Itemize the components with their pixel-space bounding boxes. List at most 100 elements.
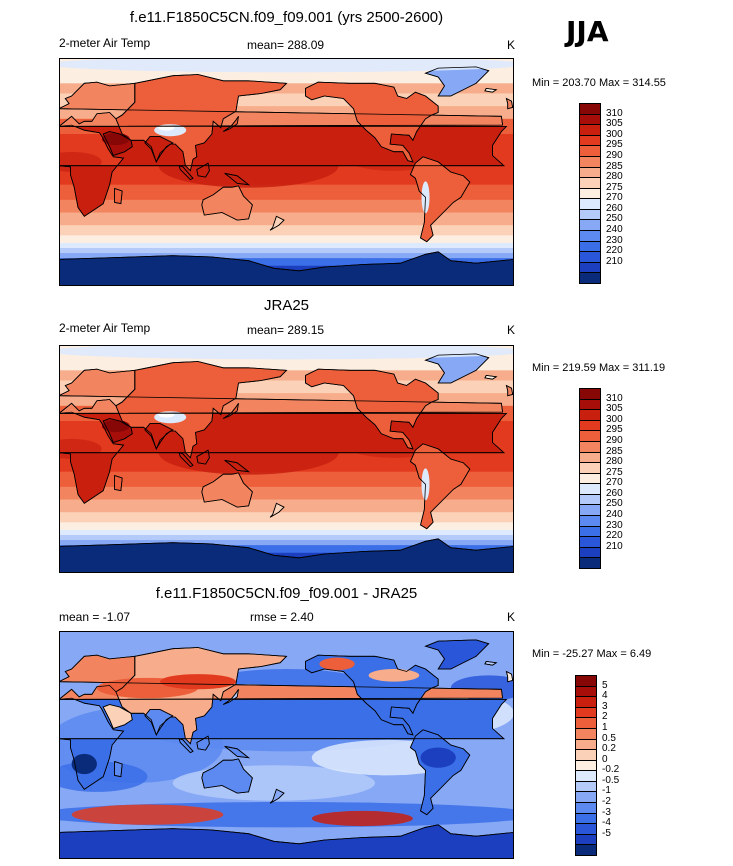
- colorbar-tick-label: 2: [602, 711, 608, 723]
- colorbar-tick-label: -5: [602, 827, 611, 839]
- colorbar-tick-label: 260: [606, 202, 623, 214]
- colorbar-tick-label: 285: [606, 445, 623, 457]
- temperature-band: [59, 83, 514, 94]
- panel1-mean: mean= 288.09: [247, 38, 325, 52]
- colorbar-box: [575, 844, 597, 856]
- coastline-outline: [144, 423, 174, 450]
- map-svg: [59, 345, 514, 573]
- difference-patch: [71, 804, 224, 825]
- temperature-band: [59, 535, 514, 541]
- colorbar-tick-label: 305: [606, 403, 623, 415]
- temperature-band: [59, 529, 514, 536]
- colorbar-tick-label: 0: [602, 753, 608, 765]
- temperature-band: [59, 184, 514, 201]
- colorbar-tick-label: 4: [602, 690, 608, 702]
- temperature-band: [59, 225, 514, 236]
- coastline-outline: [59, 824, 514, 859]
- tibet-cold-spot: [158, 411, 175, 418]
- coastline-outline: [269, 788, 285, 804]
- coastline-outline: [223, 116, 239, 132]
- coastline-outline: [505, 670, 514, 683]
- panel3-units: K: [507, 610, 516, 624]
- coastline-outline: [144, 136, 174, 163]
- coastline-outline: [59, 411, 508, 504]
- coastline-outline: [224, 459, 250, 473]
- temperature-band: [59, 486, 514, 501]
- coastline-outline: [224, 172, 250, 186]
- colorbar-tick-label: 1: [602, 721, 608, 733]
- colorbar-tick-label: -2: [602, 796, 611, 808]
- coastline-outline: [102, 131, 133, 156]
- difference-land-anomaly: [160, 674, 236, 690]
- panel2-mean: mean= 289.15: [247, 323, 325, 337]
- colorbar-tick-label: 210: [606, 255, 623, 267]
- colorbar-tick-label: 300: [606, 413, 623, 425]
- tibet-cold-spot: [158, 124, 175, 131]
- coastline-outline: [305, 654, 439, 736]
- panel2-map: [59, 345, 514, 573]
- map-svg: [59, 631, 514, 859]
- panel2-title: JRA25: [263, 297, 310, 314]
- difference-patch: [311, 810, 413, 827]
- colorbar-tick-label: 250: [606, 498, 623, 510]
- colorbar-tick-label: 285: [606, 160, 623, 172]
- panel2-units: K: [507, 323, 516, 337]
- colorbar-tick-label: -1: [602, 785, 611, 797]
- colorbar-tick-label: 240: [606, 509, 623, 521]
- coastline-outline: [114, 474, 123, 492]
- coastline-outline: [223, 403, 239, 419]
- panel2-variable: 2-meter Air Temp: [59, 321, 151, 335]
- arctic-cold: [59, 345, 514, 360]
- panel3-colorbar: 5 4 3 2 1 0.5 0.2 0 -0.2 -0.5 -1 -2 -3 -4 -5: [575, 675, 645, 856]
- colorbar-tick-label: 280: [606, 456, 623, 468]
- colorbar-tick-label: 230: [606, 234, 623, 246]
- colorbar-tick-label: 210: [606, 540, 623, 552]
- coastline-outline: [484, 374, 498, 380]
- temperature-band: [59, 242, 514, 249]
- difference-land-anomaly: [71, 753, 97, 775]
- coastline-outline: [269, 502, 285, 518]
- panel2-min-max: Min = 219.59 Max = 311.19: [532, 362, 666, 374]
- coastline-outline: [484, 660, 498, 666]
- colorbar-tick-label: 220: [606, 245, 623, 257]
- colorbar-tick-label: 300: [606, 128, 623, 140]
- colorbar-tick-label: 220: [606, 530, 623, 542]
- colorbar-tick-label: 295: [606, 139, 623, 151]
- coastline-outline: [178, 452, 194, 468]
- panel1-title: f.e11.F1850C5CN.f09_f09.001 (yrs 2500-26…: [129, 9, 444, 26]
- colorbar-tick-label: -4: [602, 817, 611, 829]
- colorbar-tick-label: 260: [606, 487, 623, 499]
- panel3-rmse: rmse = 2.40: [250, 610, 314, 624]
- panel1-variable: 2-meter Air Temp: [59, 36, 151, 50]
- season-label: JJA: [566, 15, 609, 48]
- temperature-band: [59, 540, 514, 546]
- coastline-outline: [114, 760, 123, 778]
- coastline-outline: [178, 738, 194, 754]
- difference-land-anomaly: [319, 657, 355, 671]
- colorbar-tick-label: 3: [602, 700, 608, 712]
- colorbar-box: [579, 272, 601, 284]
- colorbar-tick-label: 280: [606, 171, 623, 183]
- arctic-cold: [59, 58, 514, 73]
- coastline-outline: [196, 735, 210, 751]
- coastline-outline: [201, 758, 253, 794]
- map-frame: [59, 58, 514, 286]
- colorbar-tick-label: -0.2: [602, 764, 620, 776]
- temperature-band: [59, 512, 514, 523]
- panel3-map: [59, 631, 514, 859]
- coastline-outline: [424, 353, 490, 384]
- coastline-outline: [484, 87, 498, 93]
- difference-land-anomaly: [420, 747, 456, 768]
- coastline-outline: [505, 384, 514, 397]
- coastline-outline: [269, 215, 285, 231]
- colorbar-tick-label: 295: [606, 424, 623, 436]
- coastline-outline: [224, 745, 250, 759]
- temperature-band: [59, 522, 514, 531]
- colorbar-tick-label: 290: [606, 149, 623, 161]
- temperature-band: [59, 499, 514, 513]
- coastline-outline: [114, 187, 123, 205]
- coastline-outline: [409, 729, 471, 816]
- temperature-band: [59, 370, 514, 381]
- colorbar-tick-label: -3: [602, 806, 611, 818]
- coastline-outline: [305, 368, 439, 450]
